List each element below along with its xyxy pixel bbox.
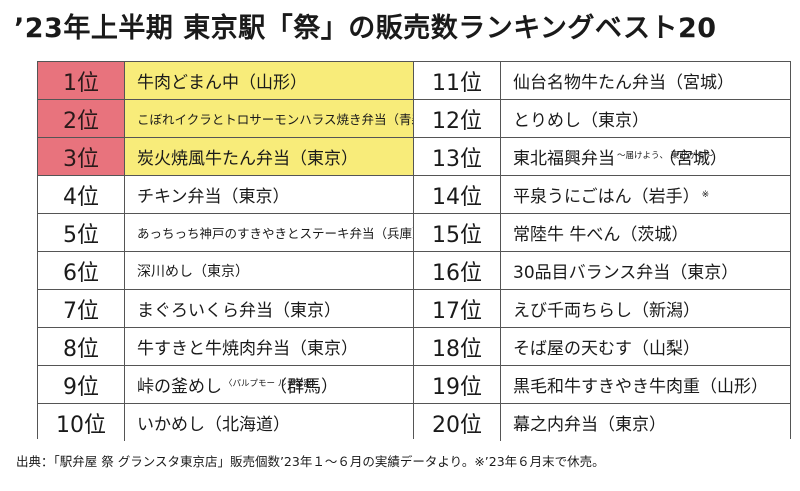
bento-name: 平泉うにごはん（岩手） [513, 187, 700, 207]
table-row: 6位 深川めし（東京） [38, 252, 414, 290]
bento-name: 東北福興弁当 [513, 149, 615, 169]
rank-cell: 1位 [38, 62, 125, 99]
rank-cell: 9位 [38, 366, 125, 403]
rank-cell: 3位 [38, 138, 125, 175]
rank-cell: 12位 [414, 100, 501, 137]
table-row: 1位 牛肉どまん中（山形） [38, 62, 414, 100]
bento-name-compound: 平泉うにごはん（岩手） ※ [501, 176, 790, 213]
table-row: 10位 いかめし（北海道） [38, 404, 414, 441]
bento-prefecture: （群馬） [270, 377, 338, 397]
bento-name: 30品目バランス弁当（東京） [501, 252, 790, 289]
rank-cell: 17位 [414, 290, 501, 327]
bento-name: 峠の釜めし [137, 377, 222, 397]
container-note: 〈パルプモー ルド容器〉 [224, 379, 321, 389]
ranking-table-left: 1位 牛肉どまん中（山形） 2位 こぼれイクラとトロサーモンハラス焼き弁当（青森… [37, 61, 415, 441]
table-row: 18位 そば屋の天むす（山梨） [414, 328, 790, 366]
table-row: 4位 チキン弁当（東京） [38, 176, 414, 214]
table-row: 13位 東北福興弁当 〜届けよう、 東北から〜 （宮城） [414, 138, 790, 176]
slogan-note: 〜届けよう、 東北から〜 [617, 151, 714, 161]
rank-cell: 18位 [414, 328, 501, 365]
bento-name: とりめし（東京） [501, 100, 790, 137]
bento-prefecture: （宮城） [659, 149, 727, 169]
rank-cell: 7位 [38, 290, 125, 327]
table-row: 7位 まぐろいくら弁当（東京） [38, 290, 414, 328]
table-row: 12位 とりめし（東京） [414, 100, 790, 138]
bento-name: そば屋の天むす（山梨） [501, 328, 790, 365]
table-row: 14位 平泉うにごはん（岩手） ※ [414, 176, 790, 214]
rank-cell: 11位 [414, 62, 501, 99]
rank-cell: 13位 [414, 138, 501, 175]
bento-name: 仙台名物牛たん弁当（宮城） [501, 62, 790, 99]
table-row: 11位 仙台名物牛たん弁当（宮城） [414, 62, 790, 100]
bento-name: あっちっち神戸のすきやきとステーキ弁当（兵庫） [125, 214, 414, 251]
page-title: ’23年上半期 東京駅「祭」の販売数ランキングベスト20 [14, 13, 717, 44]
bento-name: 炭火焼風牛たん弁当（東京） [125, 138, 414, 175]
rank-cell: 16位 [414, 252, 501, 289]
bento-name: 幕之内弁当（東京） [501, 404, 790, 441]
bento-name: 常陸牛 牛べん（茨城） [501, 214, 790, 251]
rank-cell: 8位 [38, 328, 125, 365]
table-row: 19位 黒毛和牛すきやき牛肉重（山形） [414, 366, 790, 404]
source-footnote: 出典：「駅弁屋 祭 グランスタ東京店」販売個数’23年１〜６月の実績データより。… [16, 454, 605, 469]
bento-name: えび千両ちらし（新潟） [501, 290, 790, 327]
bento-name-compound: 東北福興弁当 〜届けよう、 東北から〜 （宮城） [501, 138, 790, 175]
bento-name: 牛すきと牛焼肉弁当（東京） [125, 328, 414, 365]
bento-name: いかめし（北海道） [125, 404, 414, 441]
bento-name: まぐろいくら弁当（東京） [125, 290, 414, 327]
footnote-mark: ※ [701, 189, 710, 200]
bento-name: 牛肉どまん中（山形） [125, 62, 414, 99]
table-row: 9位 峠の釜めし 〈パルプモー ルド容器〉 （群馬） [38, 366, 414, 404]
rank-cell: 6位 [38, 252, 125, 289]
table-row: 20位 幕之内弁当（東京） [414, 404, 790, 441]
rank-cell: 14位 [414, 176, 501, 213]
table-row: 8位 牛すきと牛焼肉弁当（東京） [38, 328, 414, 366]
rank-cell: 2位 [38, 100, 125, 137]
bento-name-compound: 峠の釜めし 〈パルプモー ルド容器〉 （群馬） [125, 366, 414, 403]
ranking-table-right: 11位 仙台名物牛たん弁当（宮城） 12位 とりめし（東京） 13位 東北福興弁… [413, 61, 791, 441]
table-row: 16位 30品目バランス弁当（東京） [414, 252, 790, 290]
table-row: 15位 常陸牛 牛べん（茨城） [414, 214, 790, 252]
bento-name: こぼれイクラとトロサーモンハラス焼き弁当（青森） [125, 100, 414, 137]
rank-cell: 15位 [414, 214, 501, 251]
rank-cell: 4位 [38, 176, 125, 213]
rank-cell: 5位 [38, 214, 125, 251]
table-row: 3位 炭火焼風牛たん弁当（東京） [38, 138, 414, 176]
bento-name: 黒毛和牛すきやき牛肉重（山形） [501, 366, 790, 403]
table-row: 2位 こぼれイクラとトロサーモンハラス焼き弁当（青森） [38, 100, 414, 138]
table-row: 5位 あっちっち神戸のすきやきとステーキ弁当（兵庫） [38, 214, 414, 252]
bento-name: 深川めし（東京） [125, 252, 414, 289]
rank-cell: 10位 [38, 404, 125, 441]
bento-name: チキン弁当（東京） [125, 176, 414, 213]
table-row: 17位 えび千両ちらし（新潟） [414, 290, 790, 328]
rank-cell: 19位 [414, 366, 501, 403]
rank-cell: 20位 [414, 404, 501, 441]
